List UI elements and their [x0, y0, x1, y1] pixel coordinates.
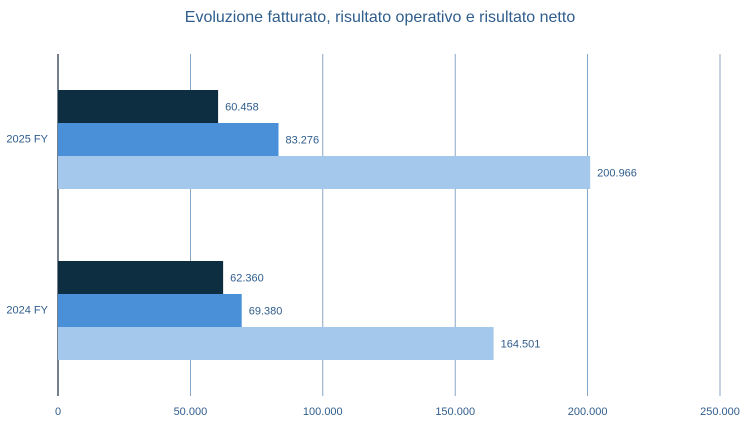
x-tick-label: 100.000: [303, 406, 343, 418]
bar: [58, 123, 279, 156]
y-tick-label: 2025 FY: [6, 133, 48, 145]
bar: [58, 156, 591, 189]
x-tick-label: 250.000: [700, 406, 740, 418]
x-tick-label: 0: [55, 406, 61, 418]
bar: [58, 294, 242, 327]
bar: [58, 327, 494, 360]
y-tick-label: 2024 FY: [6, 304, 48, 316]
bar: [58, 261, 224, 294]
x-tick-label: 50.000: [174, 406, 208, 418]
value-label: 164.501: [501, 338, 541, 350]
value-label: 62.360: [230, 272, 264, 284]
value-label: 83.276: [286, 134, 320, 146]
x-tick-label: 200.000: [568, 406, 608, 418]
value-label: 200.966: [597, 167, 637, 179]
x-tick-label: 150.000: [435, 406, 475, 418]
chart-title: Evoluzione fatturato, risultato operativ…: [185, 9, 576, 26]
value-label: 60.458: [225, 101, 259, 113]
bar: [58, 90, 219, 123]
value-label: 69.380: [249, 305, 283, 317]
